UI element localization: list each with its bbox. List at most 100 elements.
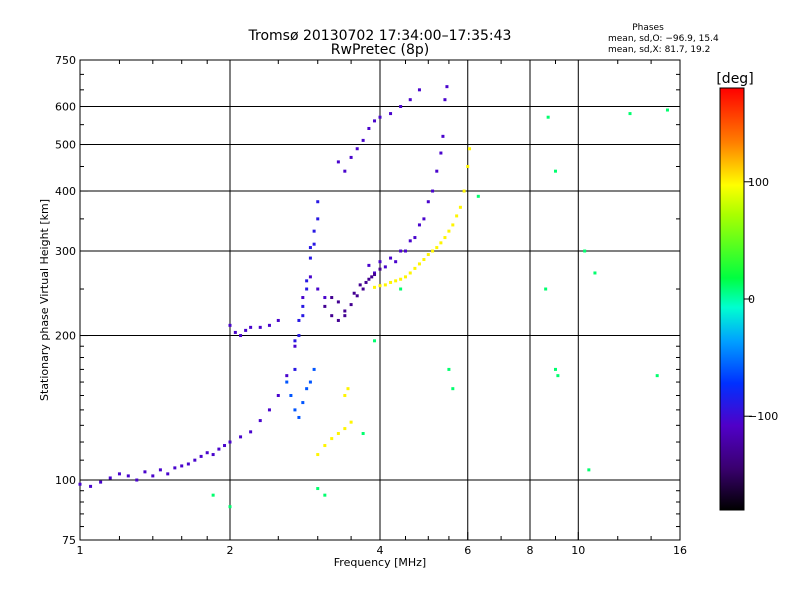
data-point (367, 263, 371, 267)
data-point (249, 325, 253, 329)
data-point (394, 279, 398, 283)
data-point (143, 470, 147, 474)
data-point (285, 380, 289, 384)
data-point (399, 277, 403, 281)
data-point (373, 339, 377, 343)
data-point (180, 464, 184, 468)
data-point (361, 138, 365, 142)
data-point (458, 205, 462, 209)
data-point (316, 200, 320, 204)
data-point (435, 169, 439, 173)
data-points (78, 85, 669, 509)
data-point (462, 189, 466, 193)
colorbar-label: [deg] (716, 71, 753, 87)
data-point (289, 394, 293, 398)
data-point (583, 249, 587, 253)
data-point (297, 318, 301, 322)
data-point (312, 367, 316, 371)
grid-lines (80, 60, 680, 540)
data-point (293, 367, 297, 371)
data-point (305, 287, 309, 291)
data-point (358, 283, 362, 287)
data-point (451, 387, 455, 391)
data-point (431, 189, 435, 193)
data-point (426, 200, 430, 204)
data-point (297, 415, 301, 419)
chart-title: Tromsø 20130702 17:34:00–17:35:43 (248, 28, 512, 44)
y-tick-label: 400 (55, 185, 76, 198)
data-point (378, 260, 382, 264)
data-point (336, 160, 340, 164)
data-point (455, 214, 459, 218)
data-point (99, 480, 103, 484)
data-point (417, 223, 421, 227)
data-point (301, 304, 305, 308)
stats-header: Phases (632, 23, 664, 33)
data-point (223, 444, 227, 448)
data-point (399, 105, 403, 109)
data-point (383, 265, 387, 269)
data-point (228, 505, 232, 509)
data-point (267, 323, 271, 327)
data-point (293, 344, 297, 348)
data-point (316, 487, 320, 491)
x-axis-ticks: 1 2 4 6 8 10 16 (77, 532, 687, 557)
data-point (378, 267, 382, 271)
data-point (439, 241, 443, 245)
data-point (211, 493, 215, 497)
colorbar-ticks: 100 0 −100 (744, 176, 778, 423)
data-point (258, 419, 262, 423)
data-point (373, 271, 377, 275)
data-point (316, 217, 320, 221)
data-point (293, 408, 297, 412)
data-point (323, 493, 327, 497)
data-point (343, 309, 347, 313)
data-point (349, 420, 353, 424)
data-point (394, 260, 398, 264)
data-point (403, 275, 407, 279)
y-tick-label: 300 (55, 245, 76, 258)
colorbar-tick-label: −100 (748, 410, 778, 423)
data-point (408, 98, 412, 102)
data-point (370, 275, 374, 279)
data-point (445, 85, 449, 89)
data-point (553, 367, 557, 371)
data-point (343, 394, 347, 398)
data-point (408, 271, 412, 275)
data-point (308, 256, 312, 260)
data-point (330, 314, 334, 318)
data-point (378, 284, 382, 288)
y-tick-label: 75 (62, 534, 76, 547)
data-point (431, 249, 435, 253)
data-point (439, 151, 443, 155)
data-point (373, 273, 377, 277)
y-tick-label: 200 (55, 330, 76, 343)
data-point (417, 88, 421, 92)
data-point (308, 275, 312, 279)
data-point (435, 246, 439, 250)
data-point (355, 147, 359, 151)
data-point (305, 279, 309, 283)
data-point (228, 440, 232, 444)
data-point (276, 394, 280, 398)
data-point (413, 236, 417, 240)
data-point (135, 478, 139, 482)
data-point (422, 217, 426, 221)
chart-subtitle: RwPretec (8p) (331, 42, 429, 58)
data-point (276, 318, 280, 322)
colorbar-tick-label: 100 (748, 176, 769, 189)
data-point (297, 334, 301, 338)
data-point (389, 280, 393, 284)
data-point (349, 155, 353, 159)
data-point (244, 328, 248, 332)
data-point (316, 287, 320, 291)
data-point (408, 239, 412, 243)
data-point (312, 242, 316, 246)
data-point (628, 112, 632, 116)
data-point (417, 262, 421, 266)
data-point (173, 466, 177, 470)
data-point (367, 277, 371, 281)
data-point (336, 300, 340, 304)
data-point (447, 367, 451, 371)
